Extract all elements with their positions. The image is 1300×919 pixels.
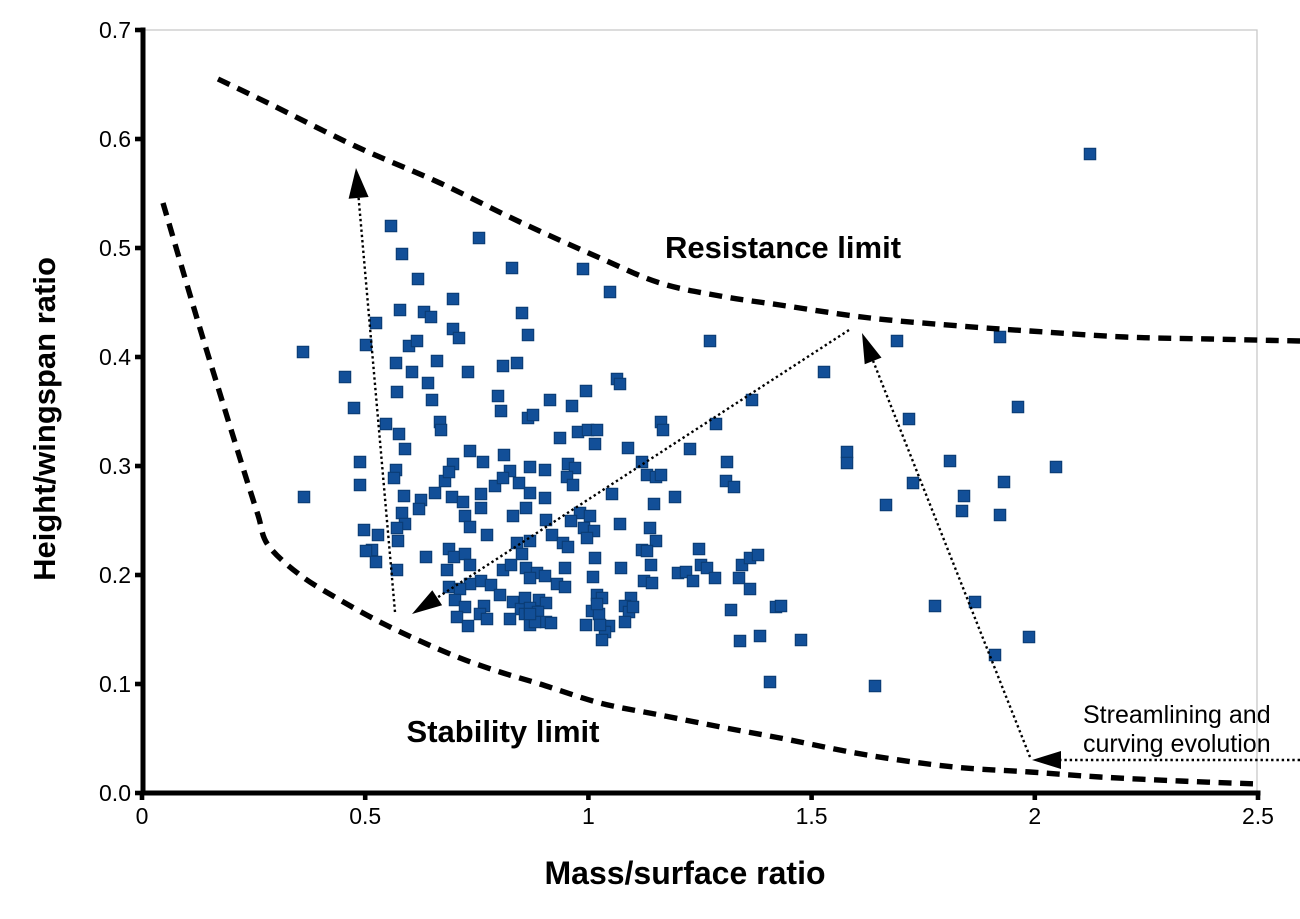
svg-text:0.1: 0.1 bbox=[99, 671, 131, 697]
svg-text:0.5: 0.5 bbox=[349, 803, 381, 829]
svg-text:2: 2 bbox=[1028, 803, 1041, 829]
svg-text:0.7: 0.7 bbox=[99, 17, 131, 43]
svg-text:1: 1 bbox=[582, 803, 595, 829]
svg-text:0.5: 0.5 bbox=[99, 235, 131, 261]
svg-text:0.2: 0.2 bbox=[99, 562, 131, 588]
svg-text:1.5: 1.5 bbox=[796, 803, 828, 829]
svg-text:2.5: 2.5 bbox=[1242, 803, 1274, 829]
svg-text:0.4: 0.4 bbox=[99, 344, 131, 370]
svg-text:Stability limit: Stability limit bbox=[407, 714, 600, 749]
svg-text:Height/wingspan ratio: Height/wingspan ratio bbox=[27, 257, 62, 581]
svg-text:0.3: 0.3 bbox=[99, 453, 131, 479]
svg-text:Streamlining and: Streamlining and bbox=[1083, 701, 1271, 729]
svg-text:0.0: 0.0 bbox=[99, 780, 131, 806]
svg-text:Mass/surface ratio: Mass/surface ratio bbox=[544, 855, 825, 891]
svg-text:curving evolution: curving evolution bbox=[1083, 730, 1271, 758]
svg-text:0: 0 bbox=[136, 803, 149, 829]
svg-text:Resistance limit: Resistance limit bbox=[665, 230, 901, 265]
svg-text:0.6: 0.6 bbox=[99, 126, 131, 152]
